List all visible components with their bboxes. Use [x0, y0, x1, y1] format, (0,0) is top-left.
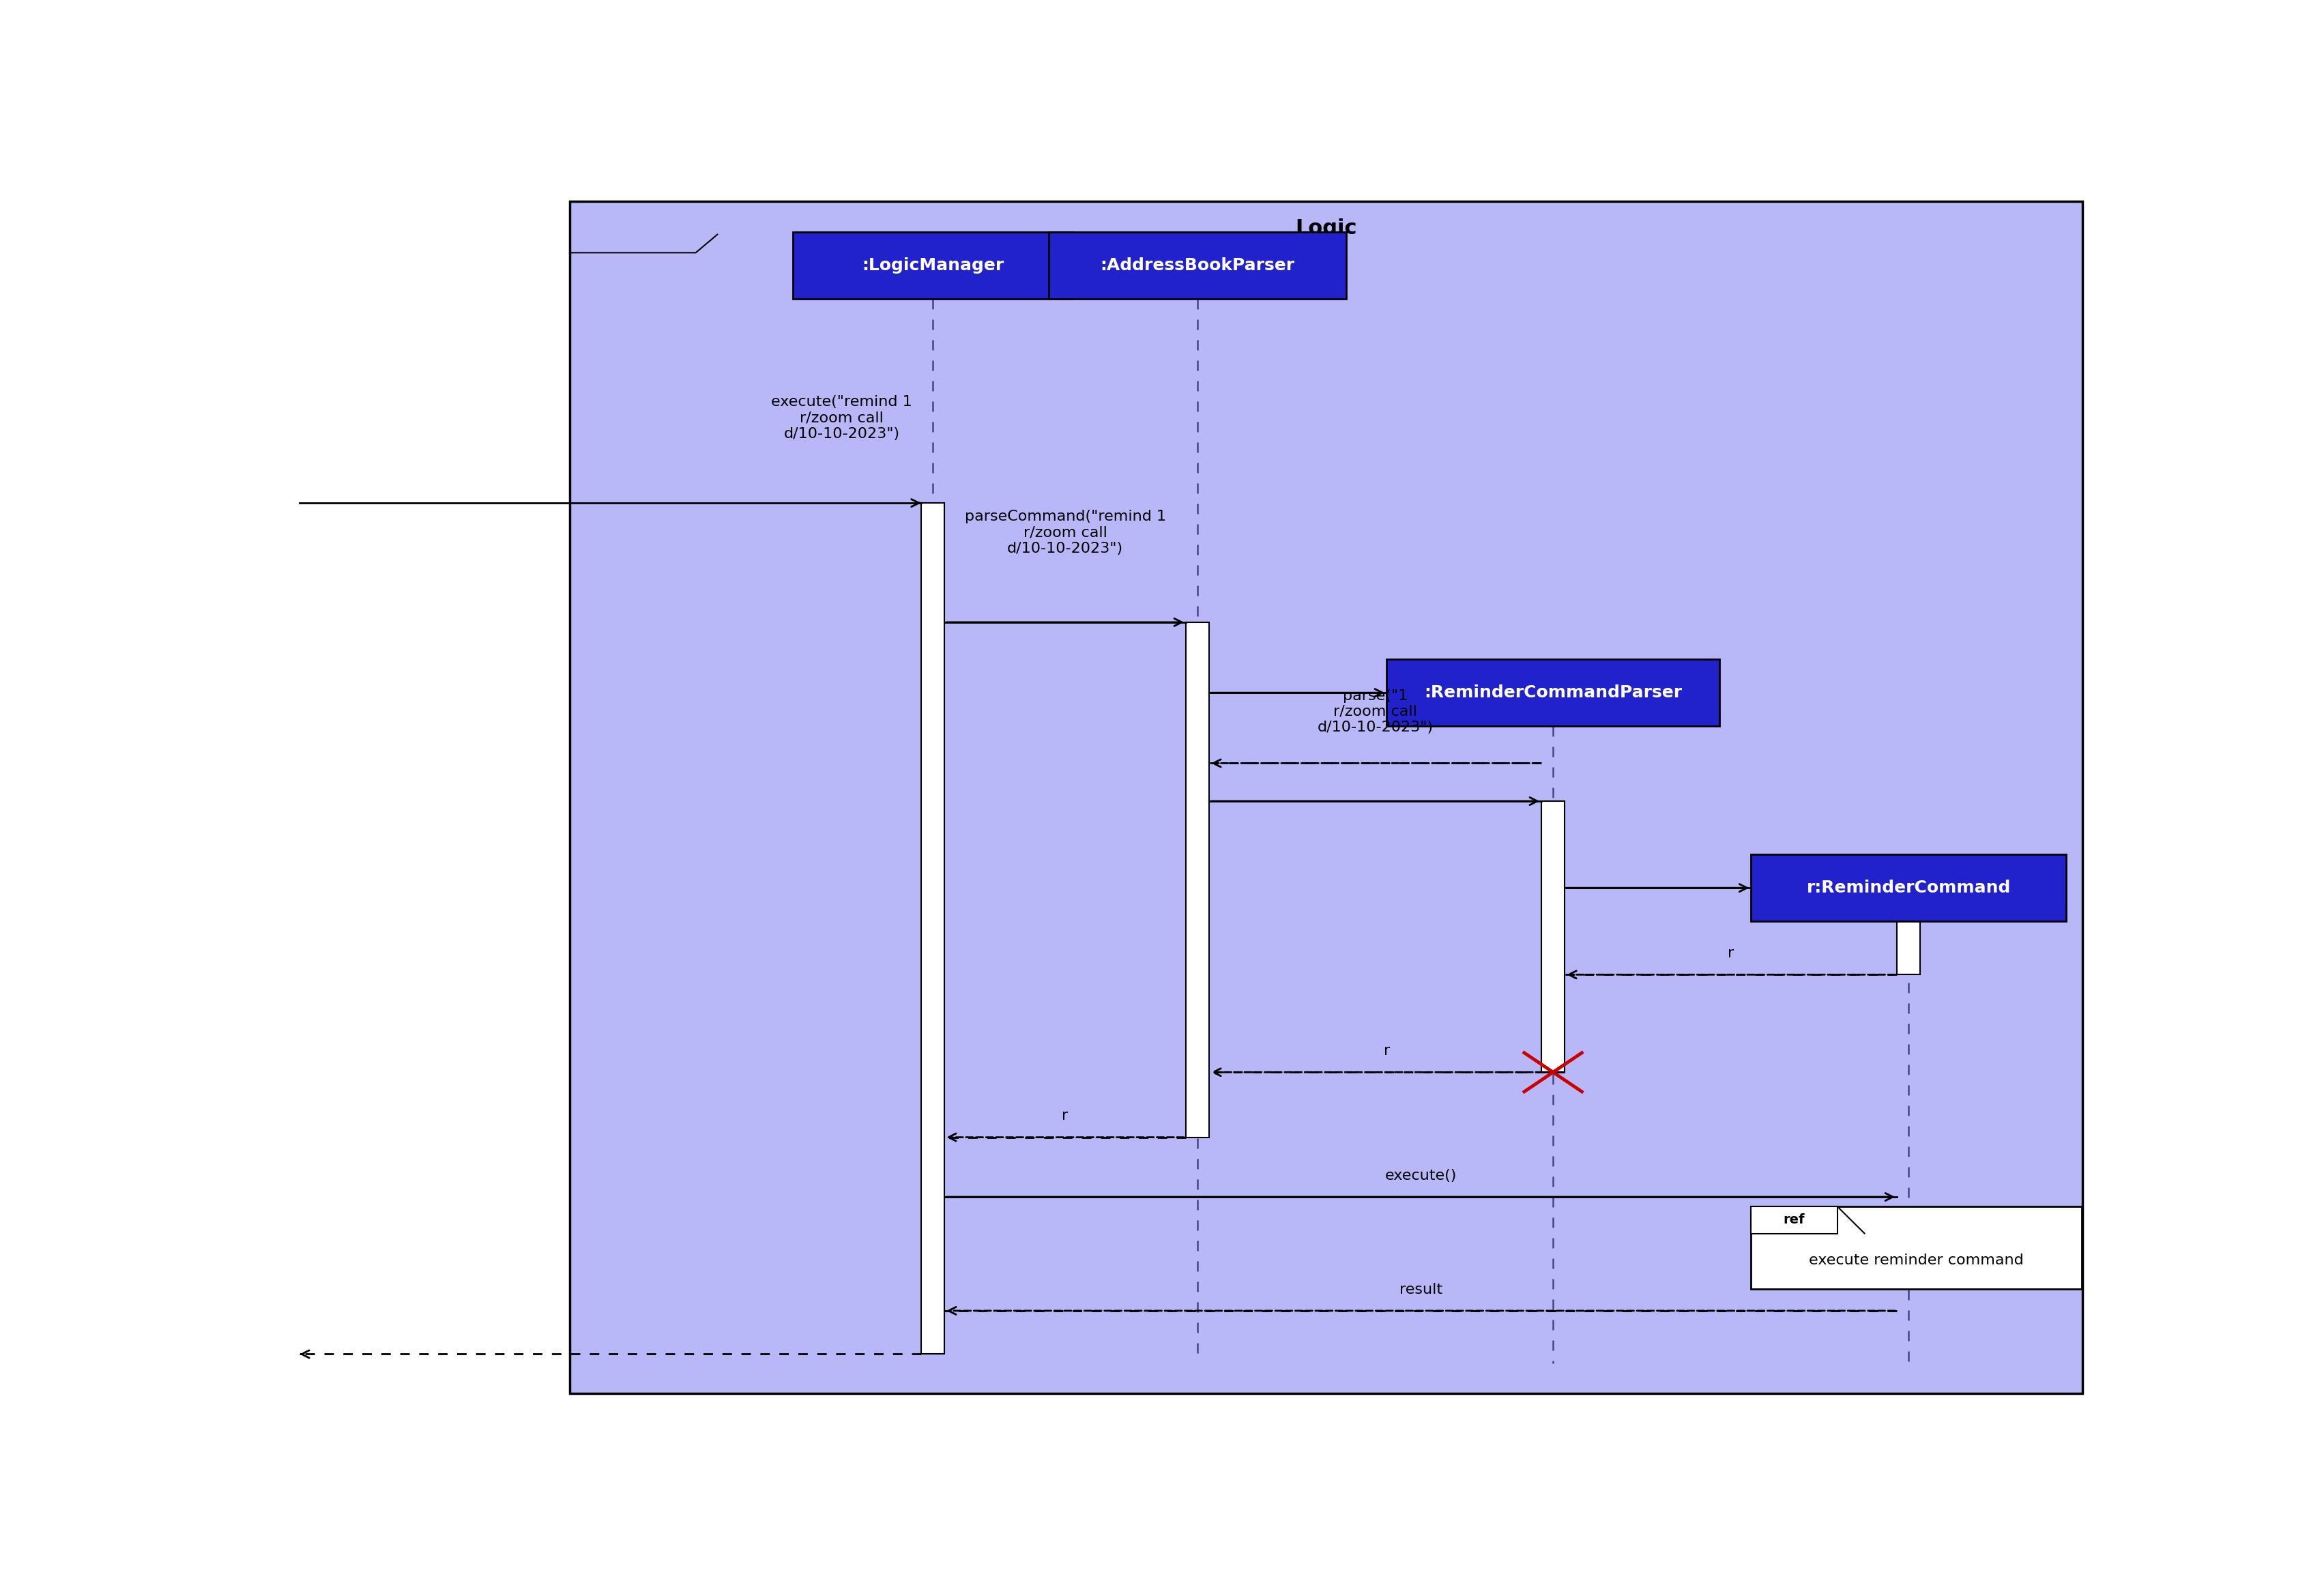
Bar [1048, 232, 1346, 298]
Text: result: result [1399, 1282, 1443, 1296]
Bar [1387, 660, 1720, 726]
Bar [920, 504, 944, 1355]
Bar [1750, 1206, 1838, 1233]
Text: :ReminderCommandParser: :ReminderCommandParser [1425, 685, 1683, 701]
Text: execute reminder command: execute reminder command [1808, 1254, 2024, 1266]
Text: r: r [1062, 1108, 1069, 1123]
Text: ref: ref [1783, 1214, 1806, 1227]
Text: parseCommand("remind 1
r/zoom call
d/10-10-2023"): parseCommand("remind 1 r/zoom call d/10-… [964, 510, 1167, 556]
Text: :LogicManager: :LogicManager [862, 257, 1004, 273]
Bar [569, 202, 2082, 1393]
Bar [1750, 854, 2066, 921]
Bar [1750, 1206, 2082, 1290]
Text: execute("remind 1
r/zoom call
d/10-10-2023"): execute("remind 1 r/zoom call d/10-10-20… [772, 395, 911, 441]
Text: :AddressBookParser: :AddressBookParser [1099, 257, 1294, 273]
Bar [792, 232, 1071, 298]
Text: Logic: Logic [1294, 218, 1357, 238]
Bar [1185, 622, 1208, 1137]
Text: r: r [1383, 1044, 1390, 1058]
Text: parse("1
r/zoom call
d/10-10-2023"): parse("1 r/zoom call d/10-10-2023") [1318, 688, 1434, 734]
Bar [1896, 887, 1920, 974]
Text: execute(): execute() [1385, 1168, 1457, 1183]
Text: r:ReminderCommand: r:ReminderCommand [1806, 880, 2010, 895]
Bar [1541, 801, 1564, 1072]
Text: r: r [1727, 946, 1734, 960]
